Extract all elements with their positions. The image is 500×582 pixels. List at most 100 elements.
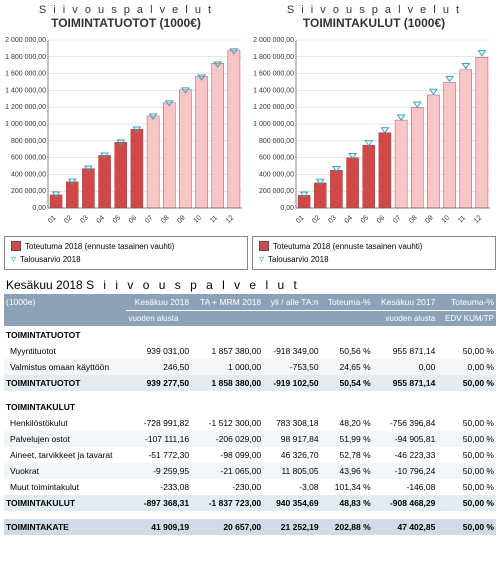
cost-chart: 0,00200 000,00400 000,00600 000,00800 00… [252,34,496,234]
chart-legend: Toteutuma 2018 (ennuste tasainen vauhti)… [4,236,248,270]
svg-text:09: 09 [424,214,435,225]
cell: -897 368,31 [126,495,191,511]
cell: -233,08 [126,479,191,495]
svg-text:200 000,00: 200 000,00 [11,188,46,195]
legend-actual-label: Toteutuma 2018 (ennuste tasainen vauhti) [25,242,174,251]
row-label: Henkilöstökulut [4,415,126,431]
cell: -919 102,50 [263,375,320,391]
svg-text:05: 05 [112,214,123,225]
svg-text:1 800 000,00: 1 800 000,00 [253,54,294,61]
svg-text:08: 08 [160,214,171,225]
table-row: Aineet, tarvikkeet ja tavarat-51 772,30-… [4,447,496,463]
cell: 0,00 [373,359,438,375]
svg-text:600 000,00: 600 000,00 [11,155,46,162]
cell: -9 259,95 [126,463,191,479]
col-h2: EDV KUM/TP [437,311,496,327]
svg-text:09: 09 [176,214,187,225]
cell: 0,00 % [437,359,496,375]
table-row: Vuokrat-9 259,95-21 065,0011 805,0543,96… [4,463,496,479]
table-row: Muut toimintakulut-233,08-230,00-3,08101… [4,479,496,495]
cell: -107 111,16 [126,431,191,447]
row-label: Vuokrat [4,463,126,479]
svg-text:2 000 000,00: 2 000 000,00 [253,37,294,44]
table-row: Palvelujen ostot-107 111,16-206 029,0098… [4,431,496,447]
charts-row: S i i v o u s p a l v e l u t TOIMINTATU… [4,4,496,270]
cell: 47 402,85 [373,519,438,535]
legend-actual-label: Toteutuma 2018 (ennuste tasainen vauhti) [273,242,422,251]
svg-text:12: 12 [225,214,236,225]
cell: 50,00 % [437,343,496,359]
cell: -756 396,84 [373,415,438,431]
cell: 1 858 380,00 [191,375,263,391]
cell: 955 871,14 [373,343,438,359]
cell: 98 917,84 [263,431,320,447]
cell: 1 000,00 [191,359,263,375]
col-unit: (1000e) [4,294,126,327]
cell: 50,00 % [437,495,496,511]
svg-text:2 000 000,00: 2 000 000,00 [5,37,46,44]
table-row: Valmistus omaan käyttöön246,501 000,00-7… [4,359,496,375]
cell: 939 031,00 [126,343,191,359]
cell: -753,50 [263,359,320,375]
cell: 52,78 % [321,447,373,463]
col-h2 [191,311,263,327]
cell: 940 354,69 [263,495,320,511]
cell: -918 349,00 [263,343,320,359]
legend-budget-label: Talousarvio 2018 [20,255,80,264]
cell: 50,00 % [437,431,496,447]
col-h2: vuoden alusta [126,311,191,327]
table-row: TOIMINTAKULUT [4,399,496,415]
svg-text:08: 08 [408,214,419,225]
legend-budget: ▿ Talousarvio 2018 [259,254,489,265]
svg-text:1 000 000,00: 1 000 000,00 [253,121,294,128]
svg-text:1 600 000,00: 1 600 000,00 [253,71,294,78]
row-label: Palvelujen ostot [4,431,126,447]
cell: -10 796,24 [373,463,438,479]
svg-text:11: 11 [209,214,219,224]
svg-text:03: 03 [327,214,338,225]
table-row: TOIMINTAKATE41 909,1920 657,0021 252,192… [4,519,496,535]
cell: -146,08 [373,479,438,495]
cell: 101,34 % [321,479,373,495]
svg-text:02: 02 [63,214,74,225]
cell: 24,65 % [321,359,373,375]
revenue-chart: 0,00 200 000,00 400 000,00 600 000,00 800 00… [4,34,248,234]
col-h2 [263,311,320,327]
svg-text:800 000,00: 800 000,00 [259,138,294,145]
svg-text:0,00: 0,00 [32,205,46,212]
cell: 50,00 % [437,375,496,391]
cell: 246,50 [126,359,191,375]
svg-text:1 600 000,00: 1 600 000,00 [5,71,46,78]
arrow-icon: ▿ [11,254,16,265]
col-h: yli / alle TA:n [263,294,320,311]
cell: 955 871,14 [373,375,438,391]
svg-text:800 000,00: 800 000,00 [11,138,46,145]
table-row: Henkilöstökulut-728 991,82-1 512 300,007… [4,415,496,431]
chart-panel-revenue: S i i v o u s p a l v e l u t TOIMINTATU… [4,4,248,270]
cell: 48,20 % [321,415,373,431]
cell: 20 657,00 [191,519,263,535]
cell: -94 905,81 [373,431,438,447]
col-h: Kesäkuu 2017 [373,294,438,311]
svg-text:06: 06 [128,214,139,225]
cell: 783 308,18 [263,415,320,431]
chart-panel-cost: S i i v o u s p a l v e l u t TOIMINTAKU… [252,4,496,270]
cell: -1 837 723,00 [191,495,263,511]
chart-subtitle: TOIMINTAKULUT (1000€) [252,16,496,30]
svg-text:10: 10 [441,214,452,225]
svg-text:0,00: 0,00 [280,205,294,212]
legend-budget: ▿ Talousarvio 2018 [11,254,241,265]
svg-text:1 400 000,00: 1 400 000,00 [253,87,294,94]
chart-subtitle: TOIMINTATUOTOT (1000€) [4,16,248,30]
cell: 939 277,50 [126,375,191,391]
cell: 50,00 % [437,519,496,535]
svg-text:07: 07 [144,214,155,225]
svg-text:05: 05 [360,214,371,225]
table-row: TOIMINTATUOTOT939 277,501 858 380,00-919… [4,375,496,391]
cell: -46 223,33 [373,447,438,463]
cell: 11 805,05 [263,463,320,479]
chart-legend: Toteutuma 2018 (ennuste tasainen vauhti)… [252,236,496,270]
svg-text:400 000,00: 400 000,00 [11,171,46,178]
svg-text:1 800 000,00: 1 800 000,00 [5,54,46,61]
chart-title: S i i v o u s p a l v e l u t [4,4,248,16]
